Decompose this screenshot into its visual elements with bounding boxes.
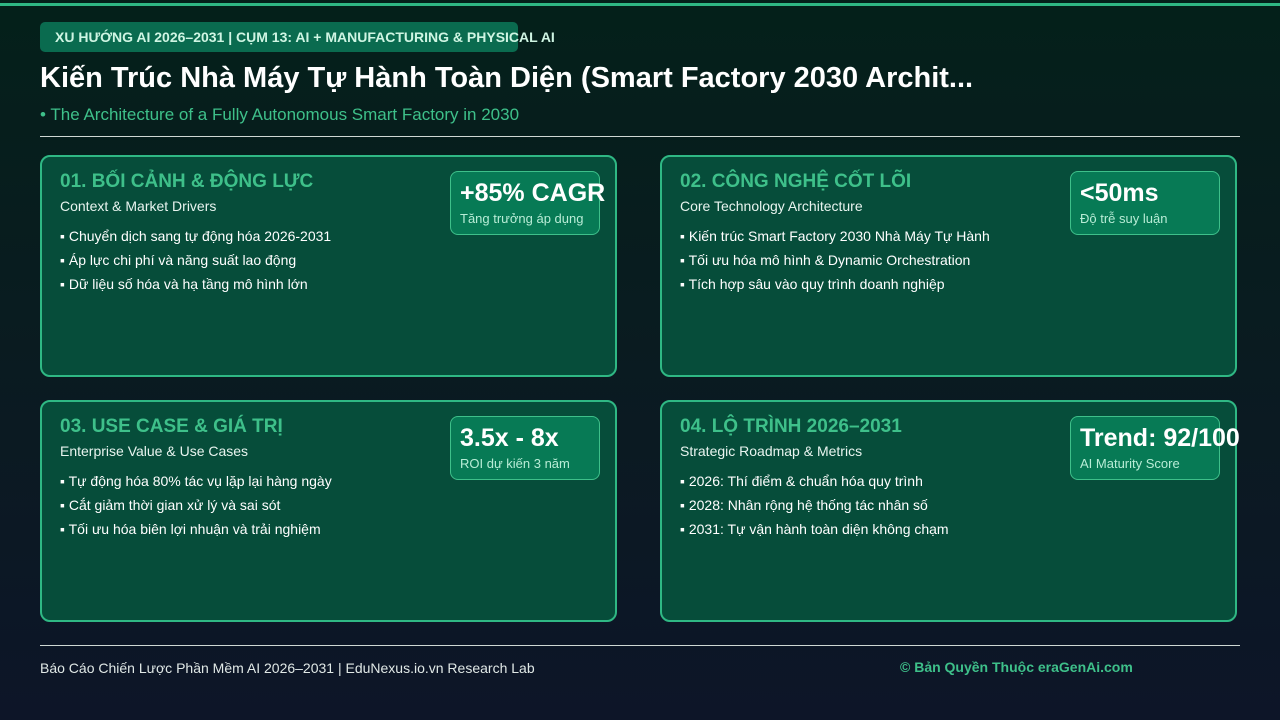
bullet: ▪ Áp lực chi phí và năng suất lao động	[60, 252, 297, 268]
metric-label: ROI dự kiến 3 năm	[460, 456, 570, 471]
card-subheading: Context & Market Drivers	[60, 198, 217, 214]
metric-value: 3.5x - 8x	[460, 424, 559, 452]
card-subheading: Strategic Roadmap & Metrics	[680, 443, 863, 459]
bullet: ▪ 2026: Thí điểm & chuẩn hóa quy trình	[680, 473, 923, 489]
bullet: ▪ Chuyển dịch sang tự động hóa 2026-2031	[60, 228, 332, 244]
top-accent	[0, 3, 1280, 6]
metric-box	[450, 416, 600, 480]
divider	[40, 645, 1240, 646]
metric-value: +85% CAGR	[460, 179, 606, 207]
bullet: ▪ Cắt giảm thời gian xử lý và sai sót	[60, 497, 281, 513]
metric-label: Độ trễ suy luận	[1080, 211, 1168, 226]
bullet: ▪ Dữ liệu số hóa và hạ tầng mô hình lớn	[60, 276, 308, 292]
bullet: ▪ Tối ưu hóa biên lợi nhuận và trải nghi…	[60, 521, 321, 537]
title: Kiến Trúc Nhà Máy Tự Hành Toàn Diện (Sma…	[40, 62, 974, 94]
metric-box	[1070, 416, 1220, 480]
footer-left: Báo Cáo Chiến Lược Phần Mềm AI 2026–2031…	[40, 660, 535, 676]
card-subheading: Core Technology Architecture	[680, 198, 863, 214]
bullet: ▪ Kiến trúc Smart Factory 2030 Nhà Máy T…	[680, 228, 990, 244]
tag-text: XU HƯỚNG AI 2026–2031 | CỤM 13: AI + MAN…	[55, 29, 555, 45]
card-heading: 04. LỘ TRÌNH 2026–2031	[680, 416, 902, 437]
metric-box	[1070, 171, 1220, 235]
footer-right: © Bản Quyền Thuộc eraGenAi.com	[900, 659, 1133, 675]
card-heading: 01. BỐI CẢNH & ĐỘNG LỰC	[60, 171, 314, 192]
metric-box	[450, 171, 600, 235]
metric-label: Tăng trưởng áp dụng	[460, 211, 584, 226]
bullet: ▪ Tối ưu hóa mô hình & Dynamic Orchestra…	[680, 252, 971, 268]
card-heading: 03. USE CASE & GIÁ TRỊ	[60, 416, 283, 437]
bullet: ▪ Tích hợp sâu vào quy trình doanh nghiệ…	[680, 276, 945, 292]
metric-value: Trend: 92/100	[1080, 424, 1240, 452]
card-subheading: Enterprise Value & Use Cases	[60, 443, 249, 459]
divider	[40, 136, 1240, 137]
bullet: ▪ 2028: Nhân rộng hệ thống tác nhân số	[680, 497, 928, 513]
metric-value: <50ms	[1080, 179, 1159, 207]
tag-pill	[40, 22, 518, 52]
metric-label: AI Maturity Score	[1080, 456, 1180, 471]
card-heading: 02. CÔNG NGHỆ CỐT LÕI	[680, 171, 912, 192]
bullet: ▪ Tự động hóa 80% tác vụ lặp lại hàng ng…	[60, 473, 332, 489]
bullet: ▪ 2031: Tự vận hành toàn diện không chạm	[680, 521, 949, 537]
subtitle: • The Architecture of a Fully Autonomous…	[40, 105, 520, 124]
